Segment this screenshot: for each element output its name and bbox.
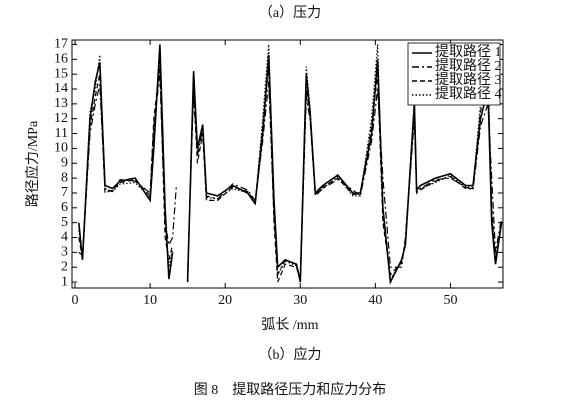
plot-frame <box>71 39 504 289</box>
y-tick-label: 13 <box>54 96 68 111</box>
legend-label: 提取路径 2 <box>435 58 502 74</box>
sub-caption: （b）应力 <box>259 346 322 363</box>
legend-label: 提取路径 3 <box>435 72 502 88</box>
x-tick-label: 20 <box>218 293 232 308</box>
legend-label: 提取路径 4 <box>435 86 502 102</box>
y-tick-label: 11 <box>55 126 68 141</box>
y-axis-label: 路径应力/MPa <box>24 120 41 207</box>
x-tick-label: 50 <box>443 293 457 308</box>
x-axis-label: 弧长 /mm <box>261 317 318 333</box>
y-tick-label: 16 <box>54 52 68 67</box>
y-tick-label: 12 <box>54 111 68 126</box>
y-tick-label: 15 <box>54 66 68 81</box>
y-tick-label: 17 <box>54 37 68 52</box>
top-caption: （a）压力 <box>259 5 321 21</box>
figure-caption: 图 8 提取路径压力和应力分布 <box>194 381 387 398</box>
y-tick-label: 5 <box>61 215 68 230</box>
y-tick-label: 4 <box>61 230 68 245</box>
y-tick-label: 2 <box>61 259 68 274</box>
x-tick-label: 0 <box>72 293 79 308</box>
y-tick-label: 9 <box>61 155 68 170</box>
y-tick-label: 8 <box>61 170 68 185</box>
legend-label: 提取路径 1 <box>435 44 502 60</box>
y-tick-label: 10 <box>54 141 68 156</box>
y-tick-label: 3 <box>61 245 68 260</box>
x-tick-label: 30 <box>293 293 307 308</box>
y-tick-label: 6 <box>61 200 68 215</box>
y-tick-label: 14 <box>54 81 68 96</box>
y-tick-label: 7 <box>61 185 68 200</box>
x-tick-label: 40 <box>368 293 382 308</box>
series-line <box>78 44 503 281</box>
x-tick-label: 10 <box>143 293 157 308</box>
y-tick-label: 1 <box>61 274 68 289</box>
series-line <box>78 66 503 283</box>
